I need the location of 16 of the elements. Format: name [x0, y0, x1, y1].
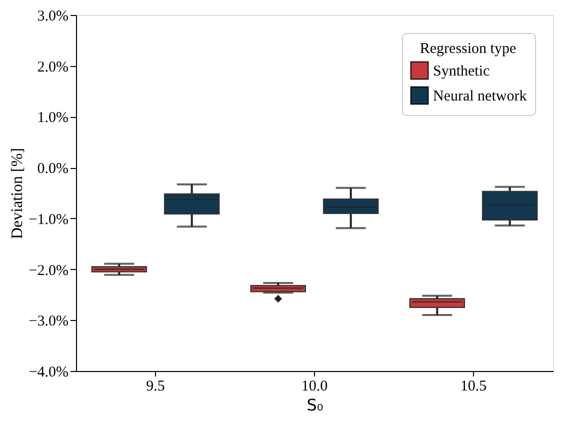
legend-label: Neural network [433, 88, 528, 104]
x-axis-title: S₀ [306, 396, 324, 414]
x-tick-label: 9.5 [146, 378, 165, 394]
y-tick-label: 2.0% [37, 59, 68, 76]
y-axis-title: Deviation [%] [8, 148, 26, 240]
y-tick-label: −1.0% [28, 212, 68, 228]
y-tick-label: −4.0% [28, 364, 68, 380]
x-tick-label: 10.0 [301, 378, 328, 394]
y-tick-label: 1.0% [37, 110, 68, 126]
x-tick-label: 10.5 [460, 378, 487, 394]
y-tick-label: −3.0% [28, 314, 68, 330]
legend-title: Regression type [420, 41, 516, 57]
legend-label: Synthetic [433, 64, 490, 80]
y-tick-label: −2.0% [28, 262, 68, 279]
y-tick-label: 3.0% [37, 8, 68, 24]
y-tick-label: 0.0% [37, 161, 68, 178]
